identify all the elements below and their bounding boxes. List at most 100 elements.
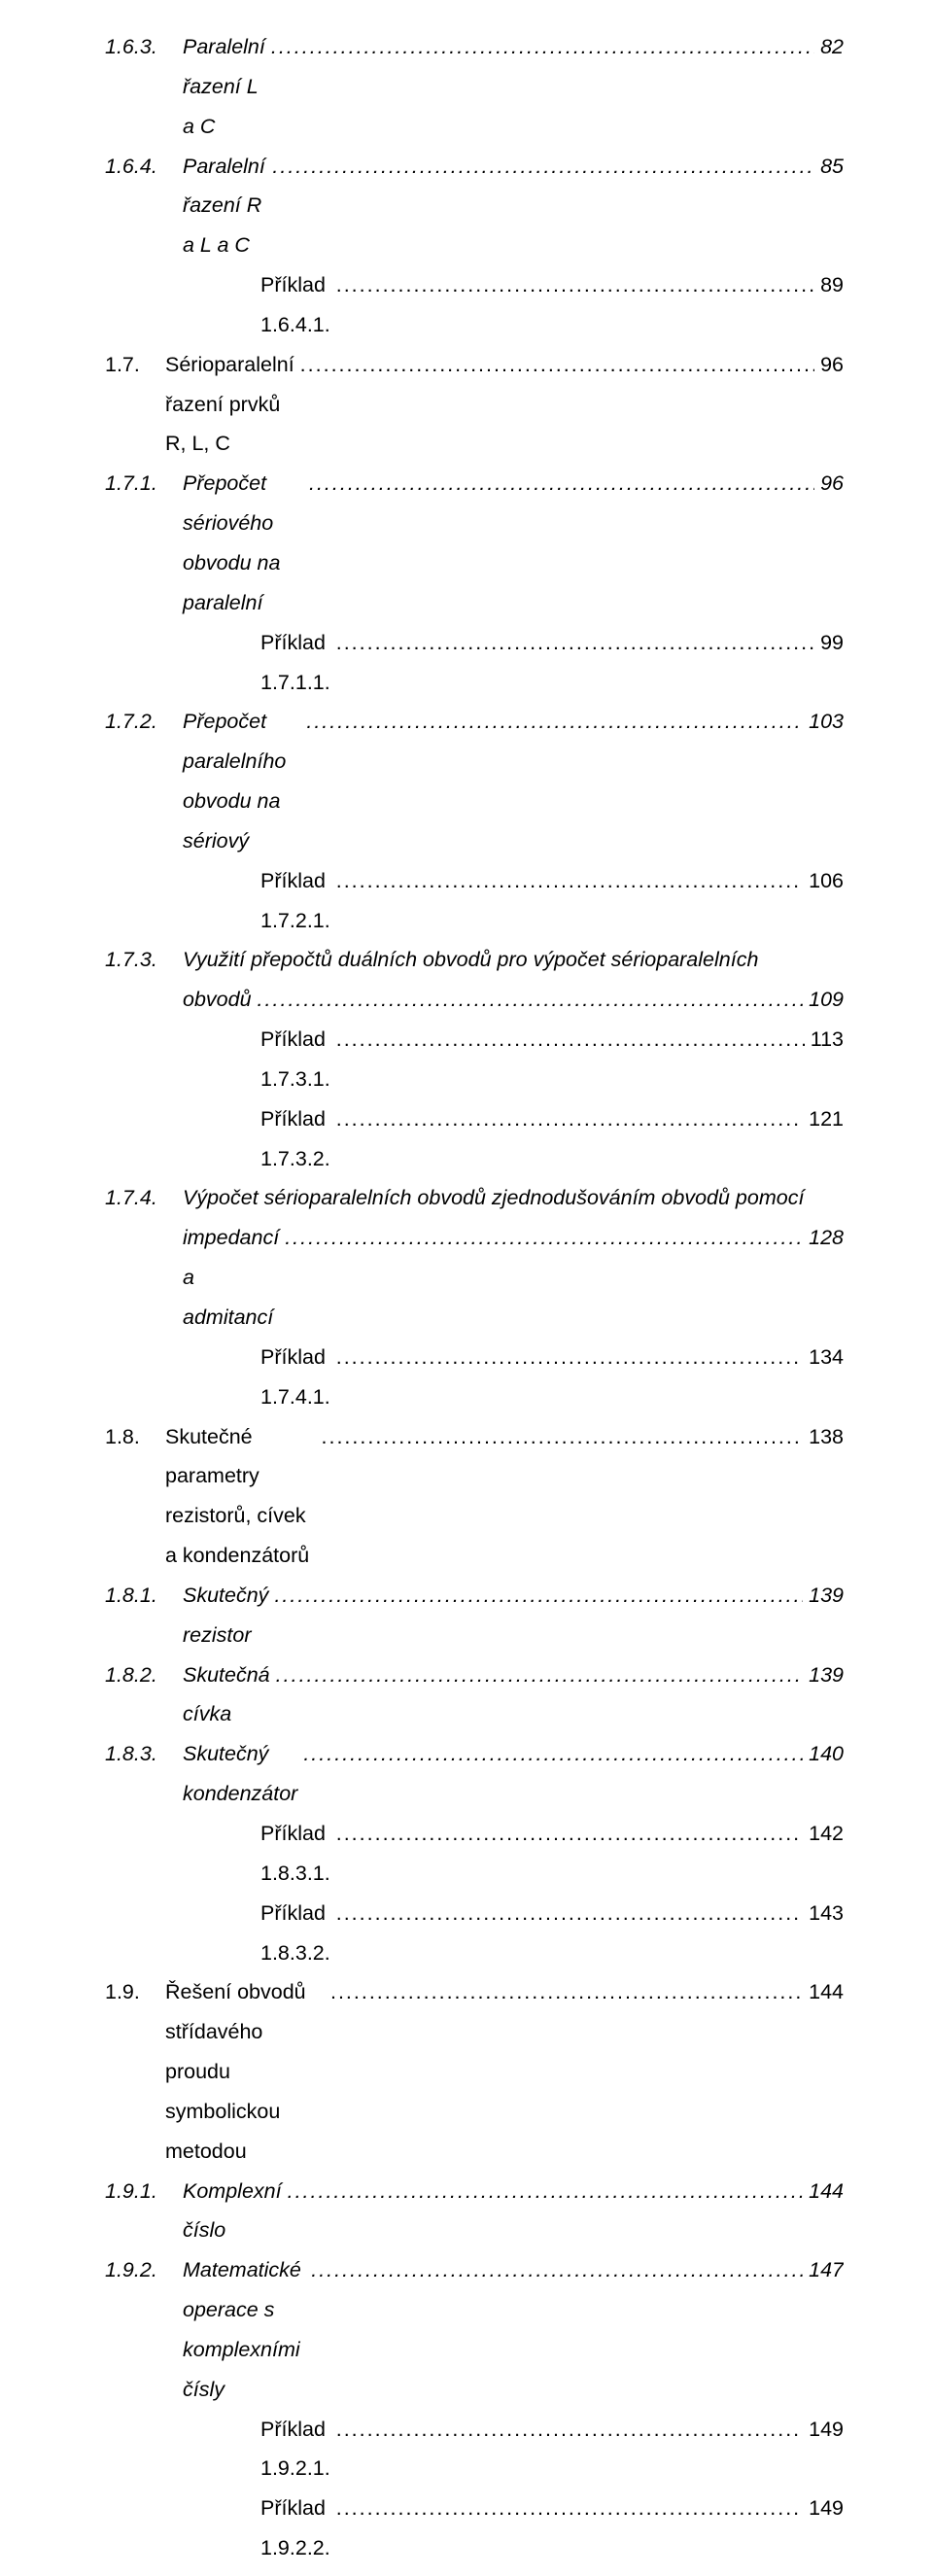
toc-leader <box>311 2250 803 2290</box>
toc-title: Příklad 1.7.3.2. <box>260 1099 330 1179</box>
toc-entry: Příklad 1.9.2.2.149 <box>89 2489 844 2568</box>
toc-number: 1.7.1. <box>105 464 183 504</box>
toc-title: Přepočet paralelního obvodu na sériový <box>183 702 300 860</box>
toc-page: 144 <box>809 1972 844 2012</box>
toc-page: 103 <box>809 702 844 742</box>
toc-leader <box>285 1218 803 1258</box>
toc-entry: Příklad 1.7.3.2.121 <box>89 1099 844 1179</box>
toc-leader <box>272 147 814 187</box>
toc-number: 1.6.3. <box>105 27 183 67</box>
toc-title-cont: impedancí a admitancí <box>183 1218 279 1338</box>
page: 1.6.3.Paralelní řazení L a C 82 1.6.4.Para… <box>0 0 933 2576</box>
toc-page: 149 <box>809 2410 844 2450</box>
toc-title: Příklad 1.7.2.1. <box>260 861 330 941</box>
toc-leader <box>300 345 814 385</box>
toc-title: Skutečné parametry rezistorů, cívek a ko… <box>165 1417 316 1576</box>
toc-line-1: 1.7.4.Výpočet sérioparalelních obvodů zj… <box>105 1178 844 1218</box>
toc-leader <box>336 623 814 663</box>
toc-title: Příklad 1.8.3.1. <box>260 1814 330 1894</box>
toc-title-cont: obvodů <box>183 980 252 1020</box>
toc-leader <box>309 464 814 504</box>
toc-number: 1.9. <box>105 1972 165 2012</box>
toc-leader <box>271 27 814 67</box>
toc-entry: 1.6.3.Paralelní řazení L a C 82 <box>89 27 844 147</box>
toc-entry: 1.7.Sérioparalelní řazení prvků R, L, C 9… <box>89 345 844 465</box>
toc-leader <box>306 702 803 742</box>
toc-number: 1.9.2. <box>105 2250 183 2290</box>
toc-leader <box>276 1655 803 1695</box>
toc-title: Příklad 1.8.3.2. <box>260 1894 330 1973</box>
toc-page: 106 <box>809 861 844 901</box>
toc-entry: 1.7.4.Výpočet sérioparalelních obvodů zj… <box>89 1178 844 1337</box>
toc-number: 1.8.2. <box>105 1655 183 1695</box>
toc-page: 96 <box>820 345 844 385</box>
toc-line-2: obvodů 109 <box>105 980 844 1020</box>
toc-number: 1.9.1. <box>105 2172 183 2211</box>
toc-leader <box>317 2568 803 2576</box>
toc-line-1: 1.7.3.Využití přepočtů duálních obvodů p… <box>105 940 844 980</box>
toc-page: 134 <box>809 1338 844 1377</box>
toc-leader <box>336 2489 803 2528</box>
toc-number: 1.8.1. <box>105 1576 183 1616</box>
toc-page: 109 <box>809 980 844 1020</box>
toc-page: 96 <box>820 464 844 504</box>
toc-title: Řešení obvodů střídavého proudu symbolic… <box>165 1972 325 2171</box>
toc-page: 149 <box>809 2489 844 2528</box>
toc-leader <box>336 1099 803 1139</box>
toc-leader <box>336 1894 803 1933</box>
toc-leader <box>288 2172 804 2211</box>
toc-number: 1.7. <box>105 345 165 385</box>
toc-page: 143 <box>809 1894 844 1933</box>
toc-number: 1.8.3. <box>105 1734 183 1774</box>
toc-page: 151 <box>809 2568 844 2576</box>
toc-title: Příklad 1.6.4.1. <box>260 265 330 345</box>
toc-leader <box>336 861 803 901</box>
toc-title: Skutečná cívka <box>183 1655 270 1735</box>
toc-title: Paralelní řazení L a C <box>183 27 265 147</box>
toc-leader <box>303 1734 803 1774</box>
toc-entry: 1.6.4.Paralelní řazení R a L a C85 <box>89 147 844 266</box>
toc-entry: 1.8.3.Skutečný kondenzátor 140 <box>89 1734 844 1814</box>
toc-number: 1.6.4. <box>105 147 183 187</box>
toc-page: 113 <box>811 1020 844 1060</box>
toc-title: Matematické operace s komplexními čísly <box>183 2250 305 2409</box>
toc-title: Příklad 1.9.2.1. <box>260 2410 330 2489</box>
toc-title: Paralelní řazení R a L a C <box>183 147 266 266</box>
toc-entry: 1.7.1.Přepočet sériového obvodu na paral… <box>89 464 844 622</box>
toc-leader <box>258 980 804 1020</box>
toc-leader <box>336 1814 803 1854</box>
toc-number: 1.9.3. <box>105 2568 183 2576</box>
toc-leader <box>336 2410 803 2450</box>
toc-page: 147 <box>809 2250 844 2290</box>
toc-title: Skutečný kondenzátor <box>183 1734 297 1814</box>
toc-page: 142 <box>809 1814 844 1854</box>
toc-title: Přepočet sériového obvodu na paralelní <box>183 464 303 622</box>
toc-entry: 1.7.2.Přepočet paralelního obvodu na sér… <box>89 702 844 860</box>
toc-title: Sérioparalelní řazení prvků R, L, C <box>165 345 294 465</box>
toc-entry: Příklad 1.7.1.1.99 <box>89 623 844 703</box>
toc-page: 138 <box>809 1417 844 1457</box>
toc-page: 82 <box>820 27 844 67</box>
toc-entry: Příklad 1.6.4.1. 89 <box>89 265 844 345</box>
toc-page: 99 <box>820 623 844 663</box>
toc-page: 128 <box>809 1218 844 1258</box>
toc-leader <box>336 265 814 305</box>
toc-page: 140 <box>809 1734 844 1774</box>
toc-title: Výpočet sérioparalelních obvodů zjednodu… <box>183 1186 804 1209</box>
toc-entry: Příklad 1.7.4.1. 134 <box>89 1338 844 1417</box>
toc-entry: Příklad 1.8.3.2. 143 <box>89 1894 844 1973</box>
toc-title: Komplexní číslo <box>183 2172 282 2251</box>
toc-leader <box>274 1576 803 1616</box>
toc-number: 1.7.2. <box>105 702 183 742</box>
toc-entry: 1.7.3.Využití přepočtů duálních obvodů p… <box>89 940 844 1020</box>
toc-entry: 1.9.2.Matematické operace s komplexními … <box>89 2250 844 2409</box>
toc-title: Příklad 1.7.4.1. <box>260 1338 330 1417</box>
toc-page: 89 <box>820 265 844 305</box>
toc-number: 1.7.3. <box>105 940 183 980</box>
toc-entry: Příklad 1.9.2.1. 149 <box>89 2410 844 2489</box>
toc-title: Příklad 1.7.3.1. <box>260 1020 330 1099</box>
toc-title: Skutečný rezistor <box>183 1576 268 1655</box>
toc-number: 1.8. <box>105 1417 165 1457</box>
toc-entry: 1.9.1.Komplexní číslo144 <box>89 2172 844 2251</box>
toc-entry: 1.8.Skutečné parametry rezistorů, cívek … <box>89 1417 844 1576</box>
